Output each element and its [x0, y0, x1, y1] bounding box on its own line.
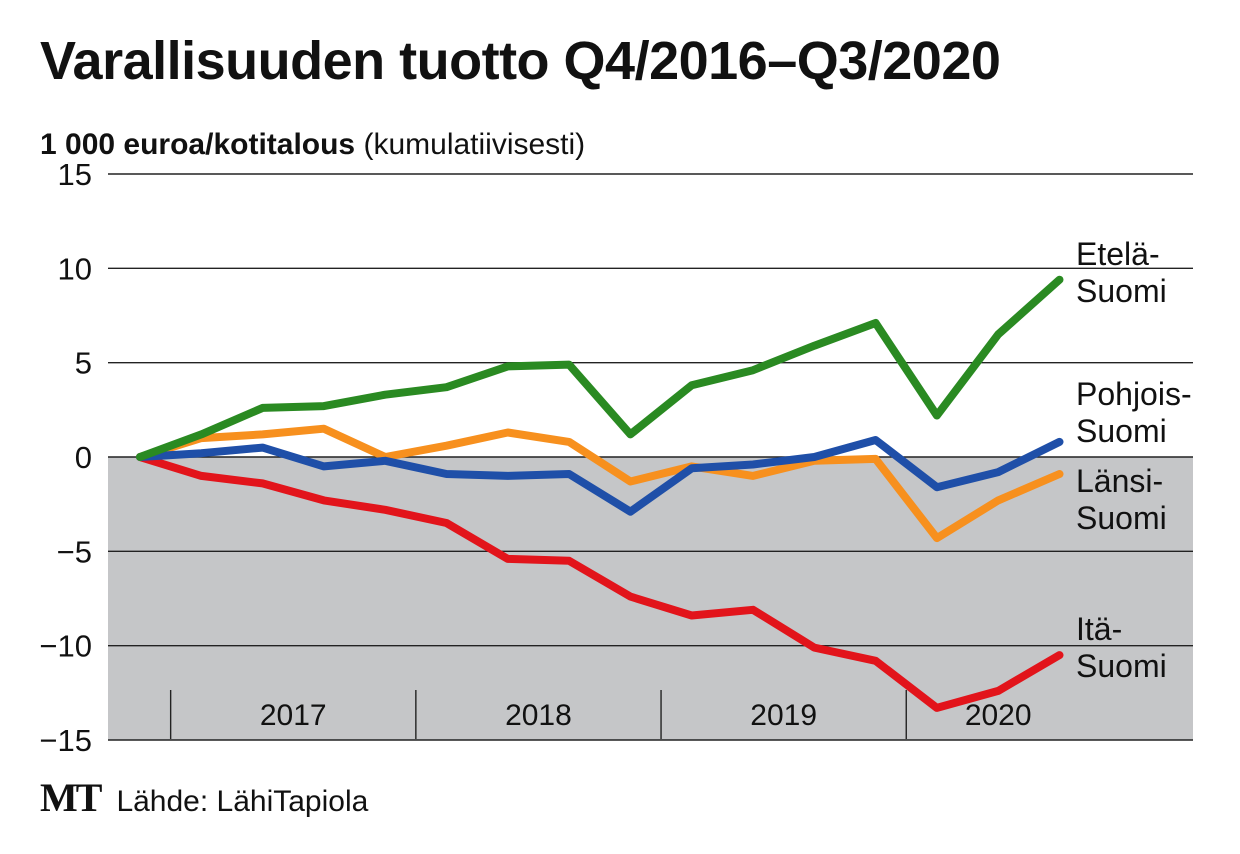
year-label: 2018: [505, 699, 572, 732]
series-label: Länsi-: [1076, 463, 1163, 499]
series-line-etelsuomi: [136, 275, 1064, 461]
series-label: Suomi: [1076, 648, 1167, 684]
y-tick-label: 5: [75, 346, 92, 381]
series-line-pohjoissuomi: [136, 436, 1064, 516]
y-tick-label: −10: [39, 629, 92, 664]
year-label: 2020: [965, 699, 1032, 732]
source-text: Lähde: LähiTapiola: [116, 785, 369, 818]
series-line-lnsisuomi: [136, 424, 1064, 543]
series-line-itsuomi: [136, 453, 1064, 712]
y-tick-label: −15: [39, 723, 92, 758]
footer: MT Lähde: LähiTapiola: [40, 774, 368, 821]
y-tick-label: 10: [58, 251, 92, 286]
series-label: Suomi: [1076, 413, 1167, 449]
series-label: Suomi: [1076, 500, 1167, 536]
unit-label: 1 000 euroa/kotitalous: [40, 128, 356, 161]
y-tick-label: −5: [57, 534, 92, 569]
year-label: 2017: [260, 699, 327, 732]
series-label: Pohjois-: [1076, 376, 1192, 412]
y-tick-label: 15: [58, 157, 92, 192]
chart-title: Varallisuuden tuotto Q4/2016–Q3/2020: [40, 31, 1001, 91]
series-label: Suomi: [1076, 273, 1167, 309]
year-label: 2019: [750, 699, 817, 732]
series-label: Itä-: [1076, 611, 1122, 647]
chart-subtitle: 1 000 euroa/kotitalous (kumulatiivisesti…: [40, 128, 585, 162]
series-label: Etelä-: [1076, 236, 1160, 272]
unit-note: (kumulatiivisesti): [363, 128, 586, 161]
y-tick-label: 0: [75, 440, 92, 475]
mt-logo: MT: [40, 775, 102, 820]
negative-region-band: [108, 457, 1193, 740]
